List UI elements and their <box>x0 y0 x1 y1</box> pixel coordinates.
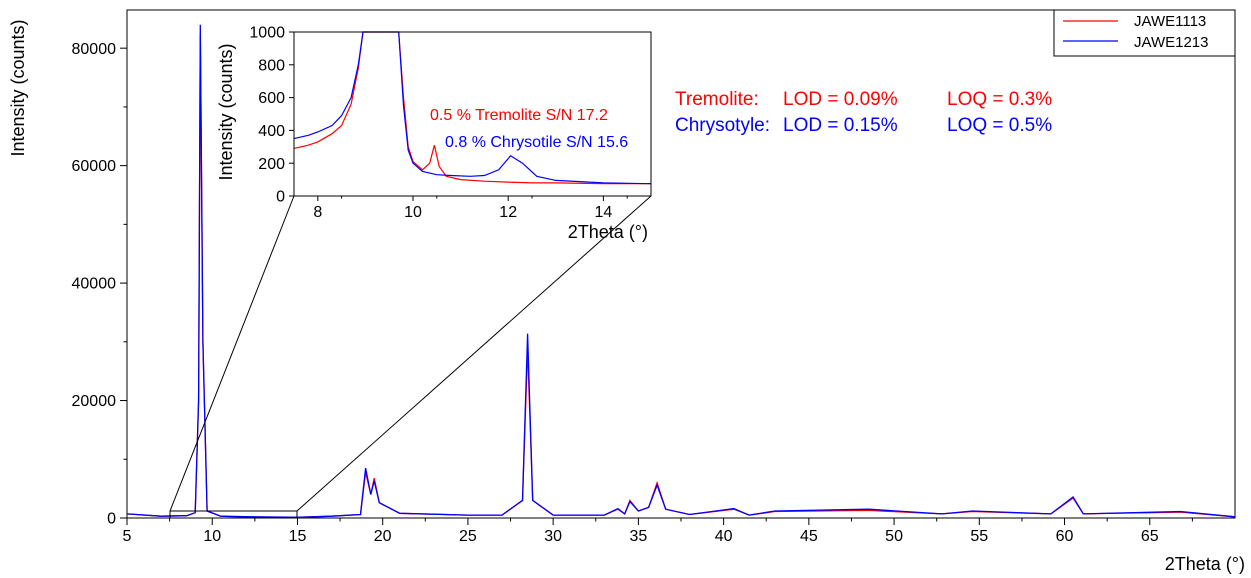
inset-x-axis-label: 2Theta (°) <box>568 222 648 242</box>
main-x-tick-label: 60 <box>1056 528 1074 545</box>
inset-y-tick-label: 400 <box>258 123 285 140</box>
inset-y-tick-label: 0 <box>276 189 285 206</box>
inset-y-tick-label: 1000 <box>249 25 285 42</box>
zoom-indicator <box>169 195 652 519</box>
main-x-tick-label: 30 <box>544 528 562 545</box>
main-x-tick-label: 65 <box>1141 528 1159 545</box>
tremolite-loq: LOQ = 0.3% <box>947 89 1052 110</box>
zoom-line-right <box>296 195 652 512</box>
main-y-axis: 0 20000 40000 60000 80000 <box>72 41 127 528</box>
main-y-tick-label: 80000 <box>72 41 117 58</box>
main-series-group <box>126 24 1236 518</box>
main-x-tick-label: 5 <box>123 528 132 545</box>
main-x-tick-label: 20 <box>374 528 392 545</box>
main-x-tick-label: 50 <box>885 528 903 545</box>
inset-plot: 8 10 12 14 0 200 400 600 800 1000 2Theta (°) Int… <box>216 25 652 242</box>
main-x-tick-label: 55 <box>970 528 988 545</box>
legend-box <box>1053 9 1236 57</box>
main-x-tick-label: 10 <box>203 528 221 545</box>
inset-series-jawe1213 <box>293 31 652 185</box>
inset-plot-background <box>294 32 651 196</box>
inset-y-axis: 0 200 400 600 800 1000 <box>249 25 294 206</box>
chrysotile-lod: LOD = 0.15% <box>783 115 898 136</box>
main-y-tick-label: 20000 <box>72 393 117 410</box>
main-series-jawe1213 <box>126 24 1236 518</box>
chrysotile-loq: LOQ = 0.5% <box>947 115 1052 136</box>
inset-y-tick-label: 800 <box>258 57 285 74</box>
inset-annotation-chrysotile: 0.8 % Chrysotile S/N 15.6 <box>445 134 628 151</box>
inset-y-axis-label: Intensity (counts) <box>216 43 236 180</box>
chrysotile-name: Chrysotyle: <box>675 115 770 136</box>
inset-x-axis: 8 10 12 14 <box>313 196 628 221</box>
legend-label-jawe1113: JAWE1113 <box>1134 13 1206 30</box>
inset-y-tick-label: 600 <box>258 90 285 107</box>
inset-x-tick-label: 12 <box>499 204 517 221</box>
main-x-tick-label: 40 <box>715 528 733 545</box>
main-x-tick-label: 15 <box>289 528 307 545</box>
inset-y-tick-label: 200 <box>258 156 285 173</box>
main-x-axis: 5 10 15 20 25 30 35 40 45 50 55 60 65 <box>123 518 1193 545</box>
main-x-axis-label: 2Theta (°) <box>1165 554 1245 574</box>
zoom-line-left <box>169 195 295 512</box>
main-y-tick-label: 60000 <box>72 158 117 175</box>
tremolite-name: Tremolite: <box>675 89 759 110</box>
main-x-tick-label: 45 <box>800 528 818 545</box>
main-y-axis-label: Intensity (counts) <box>8 19 28 156</box>
inset-x-tick-label: 8 <box>313 204 322 221</box>
main-x-tick-label: 35 <box>629 528 647 545</box>
legend: JAWE1113 JAWE1213 <box>1053 9 1236 57</box>
legend-label-jawe1213: JAWE1213 <box>1134 34 1208 51</box>
lod-loq-panel: Tremolite: LOD = 0.09% LOQ = 0.3% Chryso… <box>675 89 1052 136</box>
inset-x-tick-label: 14 <box>595 204 613 221</box>
main-plot-frame <box>126 9 1236 519</box>
inset-series-group <box>293 31 652 185</box>
zoom-region-box <box>169 510 298 519</box>
main-x-tick-label: 25 <box>459 528 477 545</box>
inset-annotation-tremolite: 0.5 % Tremolite S/N 17.2 <box>430 107 608 124</box>
main-y-tick-label: 0 <box>107 511 116 528</box>
inset-x-tick-label: 10 <box>404 204 422 221</box>
inset-plot-frame <box>293 31 652 197</box>
main-y-tick-label: 40000 <box>72 276 117 293</box>
main-plot: 5 10 15 20 25 30 35 40 45 50 55 60 65 0 20000 40000 600… <box>8 9 1245 574</box>
tremolite-lod: LOD = 0.09% <box>783 89 898 110</box>
